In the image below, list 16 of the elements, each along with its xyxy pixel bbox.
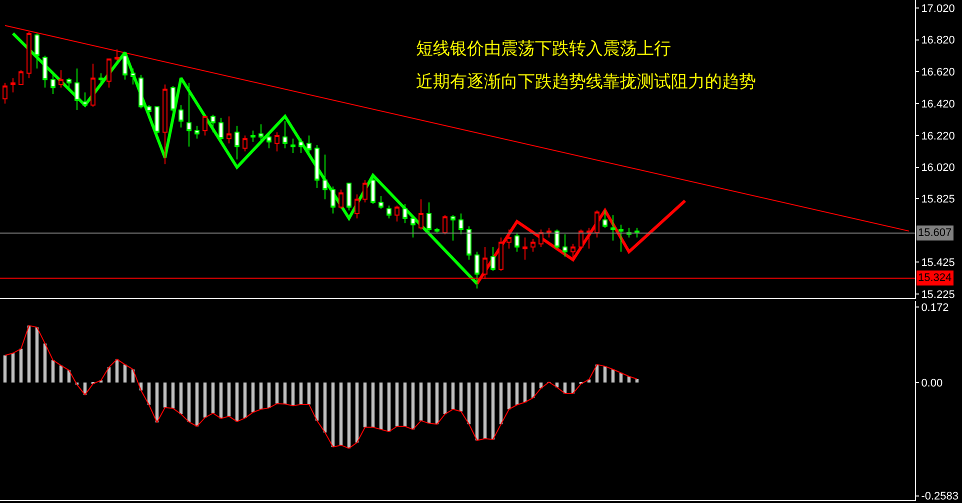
y-tick-label: 16.420 [921, 98, 955, 110]
y-tick-label: 16.220 [921, 130, 955, 142]
y-tick-label: 15.825 [921, 193, 955, 206]
y-tick-label: 17.020 [921, 2, 955, 15]
y-tick-label: 0.172 [921, 302, 949, 314]
ref-line-label: 15.324 [918, 272, 952, 284]
annotation: 近期有逐渐向下跌趋势线靠拢测试阻力的趋势 [416, 72, 756, 92]
y-tick-label: 16.020 [921, 162, 955, 174]
y-tick-label: 16.820 [921, 34, 955, 47]
y-tick-label: -0.2583 [921, 490, 959, 503]
annotation: 短线银价由震荡下跌转入震荡上行 [416, 39, 671, 59]
y-tick-label: 0.00 [921, 377, 943, 390]
y-tick-label: 15.425 [921, 256, 955, 269]
ref-line-label: 15.607 [918, 227, 952, 239]
y-tick-label: 16.620 [921, 66, 955, 79]
y-tick-label: 15.225 [921, 288, 955, 301]
